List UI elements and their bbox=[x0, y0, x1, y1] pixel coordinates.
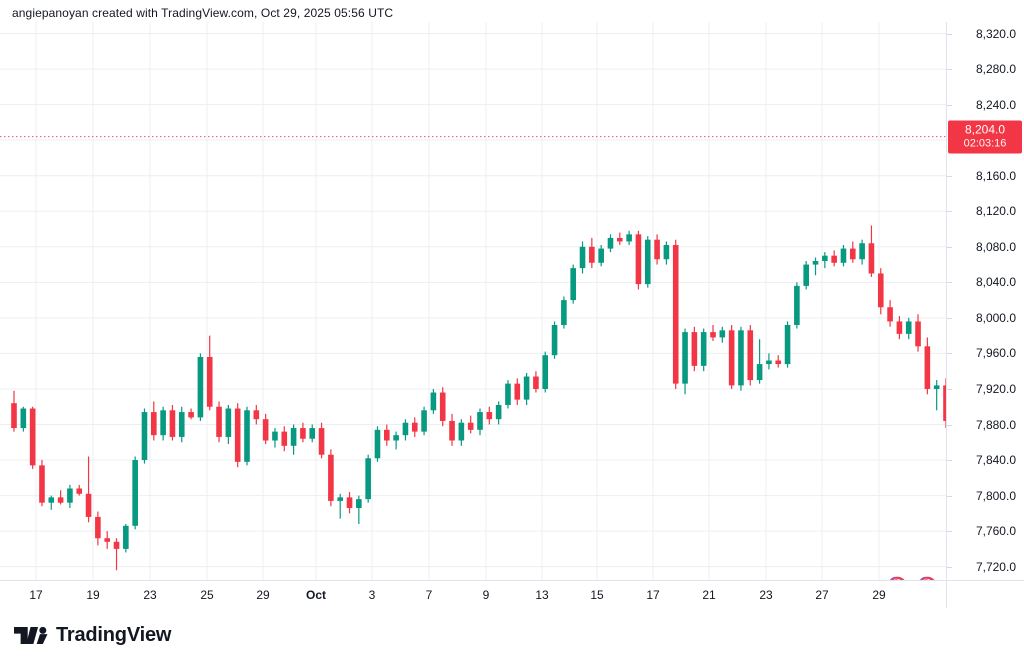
time-tick-label: 7 bbox=[425, 588, 433, 602]
time-tick-label: 9 bbox=[482, 588, 490, 602]
time-tick-label: 13 bbox=[535, 588, 549, 602]
time-tick-label: 29 bbox=[872, 588, 886, 602]
price-tick-mark bbox=[947, 246, 952, 248]
price-tick-label: 7,720.0 bbox=[975, 559, 1016, 574]
time-tick-label: 21 bbox=[702, 588, 716, 602]
time-tick-label: 17 bbox=[646, 588, 660, 602]
tradingview-wordmark: TradingView bbox=[56, 624, 172, 646]
price-tick-label: 7,760.0 bbox=[975, 524, 1016, 539]
price-tick-mark bbox=[947, 104, 952, 106]
price-tick-label: 8,040.0 bbox=[975, 275, 1016, 290]
price-tick-mark bbox=[947, 388, 952, 390]
price-tick-label: 7,920.0 bbox=[975, 381, 1016, 396]
price-tick-label: 8,280.0 bbox=[975, 62, 1016, 77]
price-tick-mark bbox=[947, 175, 952, 177]
price-tick-mark bbox=[947, 33, 952, 35]
time-tick-label: 29 bbox=[256, 588, 270, 602]
price-tick-mark bbox=[947, 69, 952, 71]
price-tick-mark bbox=[947, 282, 952, 284]
price-tick-label: 8,320.0 bbox=[975, 26, 1016, 41]
current-price-badge: 8,204.0 02:03:16 bbox=[948, 120, 1022, 154]
footer-bar: TradingView bbox=[0, 608, 1024, 665]
chart-plot-area[interactable] bbox=[0, 22, 946, 596]
price-tick-mark bbox=[947, 495, 952, 497]
price-tick-mark bbox=[947, 566, 952, 568]
time-tick-label: Oct bbox=[305, 588, 327, 602]
time-tick-label: 17 bbox=[29, 588, 43, 602]
price-tick-mark bbox=[947, 317, 952, 319]
price-tick-label: 7,880.0 bbox=[975, 417, 1016, 432]
price-tick-mark bbox=[947, 424, 952, 426]
time-scale-corner bbox=[946, 580, 1024, 608]
bar-countdown: 02:03:16 bbox=[963, 137, 1007, 150]
candlestick-series bbox=[11, 225, 946, 571]
time-tick-label: 19 bbox=[86, 588, 100, 602]
tradingview-mark-icon bbox=[14, 626, 48, 644]
price-tick-label: 8,000.0 bbox=[975, 310, 1016, 325]
time-tick-label: 25 bbox=[200, 588, 214, 602]
price-tick-label: 7,800.0 bbox=[975, 488, 1016, 503]
price-tick-label: 7,960.0 bbox=[975, 346, 1016, 361]
price-tick-label: 8,120.0 bbox=[975, 204, 1016, 219]
time-scale[interactable]: 17 19 23 25 29 Oct 3 7 9 13 15 17 21 23 27 29 bbox=[0, 580, 946, 608]
time-tick-label: 3 bbox=[368, 588, 376, 602]
price-tick-label: 8,080.0 bbox=[975, 239, 1016, 254]
current-price-value: 8,204.0 bbox=[964, 122, 1006, 137]
time-tick-label: 23 bbox=[759, 588, 773, 602]
attribution-text: angiepanoyan created with TradingView.co… bbox=[12, 6, 394, 20]
price-tick-label: 7,840.0 bbox=[975, 453, 1016, 468]
price-tick-mark bbox=[947, 211, 952, 213]
price-tick-mark bbox=[947, 353, 952, 355]
price-tick-label: 8,160.0 bbox=[975, 168, 1016, 183]
tradingview-logo: TradingView bbox=[14, 624, 171, 647]
time-tick-label: 27 bbox=[815, 588, 829, 602]
price-tick-label: 8,240.0 bbox=[975, 97, 1016, 112]
price-tick-mark bbox=[947, 531, 952, 533]
price-scale[interactable]: 8,204.0 02:03:16 8,320.0 8,280.0 8,240.0 8,… bbox=[946, 22, 1024, 580]
time-tick-label: 15 bbox=[590, 588, 604, 602]
time-tick-label: 23 bbox=[143, 588, 157, 602]
price-tick-mark bbox=[947, 460, 952, 462]
chart-gridlines bbox=[0, 22, 946, 580]
current-price-line bbox=[0, 136, 946, 138]
